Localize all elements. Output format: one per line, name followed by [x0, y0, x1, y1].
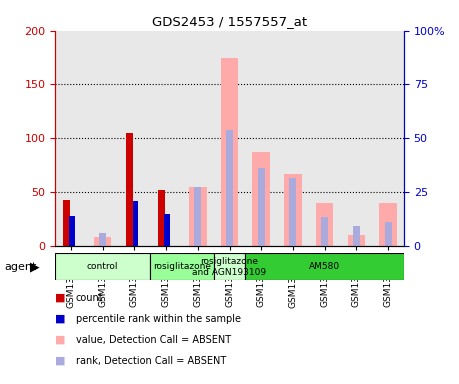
- Bar: [126, 133, 134, 246]
- Bar: [189, 187, 207, 246]
- Bar: [69, 216, 75, 246]
- Bar: [118, 31, 150, 246]
- Text: rosiglitazone: rosiglitazone: [153, 262, 211, 271]
- Bar: [194, 187, 202, 246]
- Text: ■: ■: [55, 293, 66, 303]
- Bar: [213, 253, 246, 280]
- Bar: [87, 31, 118, 246]
- Bar: [221, 58, 238, 246]
- Bar: [246, 31, 277, 246]
- Text: rank, Detection Call = ABSENT: rank, Detection Call = ABSENT: [76, 356, 226, 366]
- Text: ■: ■: [55, 356, 66, 366]
- Bar: [284, 174, 302, 246]
- Bar: [341, 31, 372, 246]
- Text: ■: ■: [55, 314, 66, 324]
- Bar: [158, 190, 165, 246]
- Bar: [164, 214, 170, 246]
- Bar: [353, 227, 360, 246]
- Bar: [347, 235, 365, 246]
- Text: ▶: ▶: [30, 260, 39, 273]
- Bar: [290, 178, 297, 246]
- Bar: [246, 253, 404, 280]
- Bar: [252, 152, 270, 246]
- Text: rosiglitazone
and AGN193109: rosiglitazone and AGN193109: [192, 257, 267, 276]
- Bar: [257, 168, 265, 246]
- Bar: [63, 200, 70, 246]
- Bar: [277, 31, 309, 246]
- Bar: [321, 217, 328, 246]
- Bar: [150, 31, 182, 246]
- Text: value, Detection Call = ABSENT: value, Detection Call = ABSENT: [76, 335, 231, 345]
- Bar: [385, 222, 392, 246]
- Text: percentile rank within the sample: percentile rank within the sample: [76, 314, 241, 324]
- Bar: [55, 31, 87, 246]
- Bar: [379, 203, 397, 246]
- Bar: [309, 31, 341, 246]
- Bar: [99, 233, 106, 246]
- Text: control: control: [87, 262, 118, 271]
- Bar: [133, 200, 139, 246]
- Bar: [372, 31, 404, 246]
- Bar: [182, 31, 213, 246]
- Bar: [94, 237, 112, 246]
- Text: AM580: AM580: [309, 262, 340, 271]
- Text: ■: ■: [55, 335, 66, 345]
- Bar: [316, 203, 333, 246]
- Bar: [226, 130, 233, 246]
- Text: count: count: [76, 293, 103, 303]
- Bar: [150, 253, 213, 280]
- Bar: [213, 31, 246, 246]
- Title: GDS2453 / 1557557_at: GDS2453 / 1557557_at: [152, 15, 307, 28]
- Bar: [55, 253, 150, 280]
- Text: agent: agent: [5, 262, 37, 272]
